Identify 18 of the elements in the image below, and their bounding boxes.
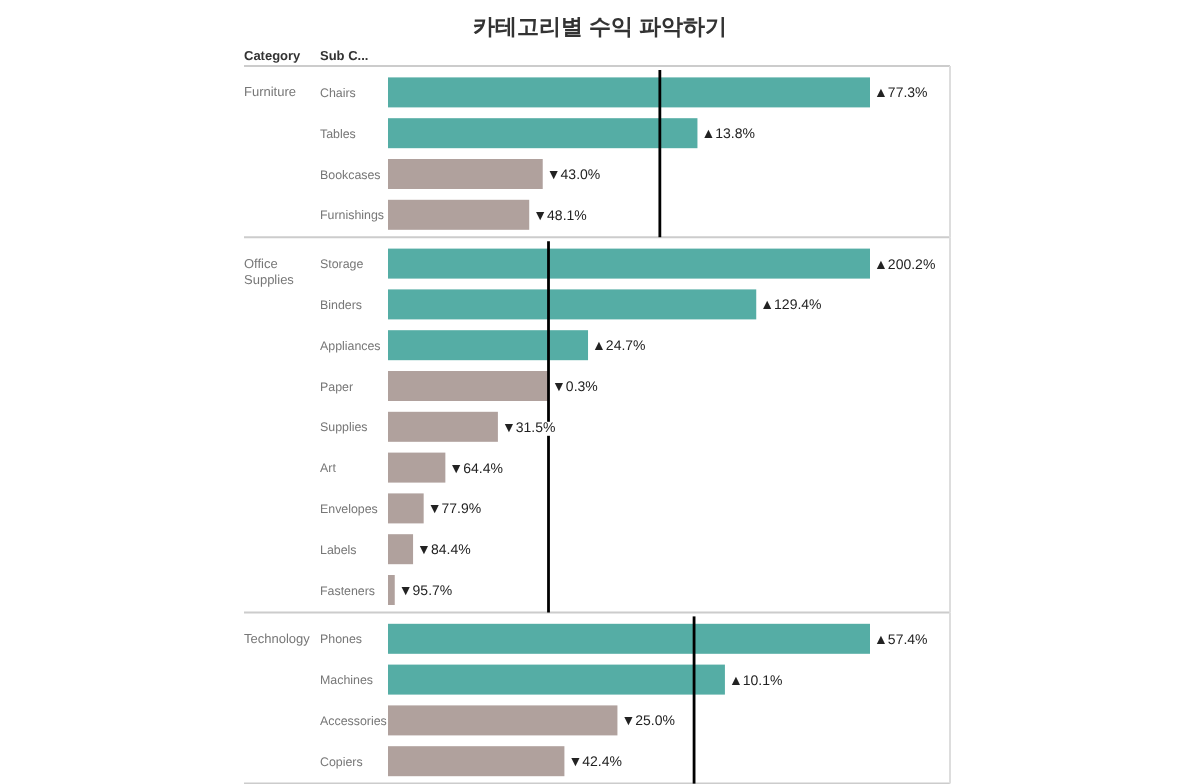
bar	[388, 330, 589, 361]
bar	[388, 118, 698, 149]
bar	[388, 664, 725, 695]
bar	[388, 575, 395, 605]
bar	[388, 411, 498, 442]
bar	[388, 371, 549, 401]
bar	[388, 248, 870, 279]
bar	[388, 452, 446, 483]
bar	[388, 705, 618, 736]
bar	[388, 289, 757, 320]
chart-title: 카테고리별 수익 파악하기	[472, 16, 728, 40]
bar	[388, 493, 424, 524]
bar	[388, 77, 870, 108]
bar	[388, 199, 530, 230]
bar	[388, 623, 870, 654]
bar	[388, 159, 543, 189]
bar	[388, 746, 565, 777]
bar	[388, 534, 414, 565]
